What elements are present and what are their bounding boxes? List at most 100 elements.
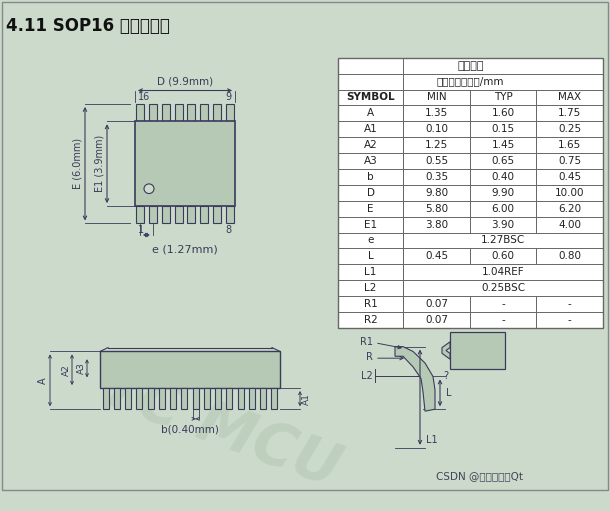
Bar [249,388,255,409]
Text: 6.00: 6.00 [492,204,514,214]
Text: A3: A3 [77,362,86,374]
Bar [200,104,208,121]
Text: 1.27BSC: 1.27BSC [481,236,525,245]
Text: b: b [367,172,374,182]
Text: E1: E1 [364,220,377,229]
Text: L: L [368,251,373,261]
Text: 1.45: 1.45 [492,140,515,150]
Bar [450,332,505,369]
Text: A2: A2 [364,140,378,150]
Bar [136,206,144,223]
Bar [135,121,235,206]
Bar [100,352,280,388]
Bar [149,206,157,223]
Text: 9.90: 9.90 [492,188,515,198]
Text: 4.11 SOP16 封装尺寸图: 4.11 SOP16 封装尺寸图 [6,17,170,35]
Bar [338,58,603,328]
Text: 9.80: 9.80 [425,188,448,198]
Text: 0.45: 0.45 [558,172,581,182]
Text: -: - [568,299,572,309]
Text: 0.75: 0.75 [558,156,581,166]
Text: A1: A1 [364,124,378,134]
Text: 0.25BSC: 0.25BSC [481,283,525,293]
Bar [114,388,120,409]
Text: 一般尺寸: 一般尺寸 [458,61,484,71]
Text: 1.75: 1.75 [558,108,581,119]
Bar [271,388,278,409]
Text: 6.20: 6.20 [558,204,581,214]
Bar [148,388,154,409]
Bar [174,206,182,223]
Text: 0.55: 0.55 [425,156,448,166]
Bar [238,388,243,409]
Text: D: D [367,188,375,198]
Text: 1.35: 1.35 [425,108,448,119]
Bar [226,104,234,121]
Polygon shape [442,342,450,359]
Bar [213,206,221,223]
Text: E: E [367,204,374,214]
Text: TC MCU: TC MCU [92,359,348,498]
Text: CSDN @长沙红胖子Qt: CSDN @长沙红胖子Qt [437,472,523,481]
Text: 0.45: 0.45 [425,251,448,261]
Text: R2: R2 [364,315,378,325]
Text: 1.65: 1.65 [558,140,581,150]
Bar [215,388,221,409]
Text: -: - [501,299,505,309]
Text: L1: L1 [426,435,437,445]
Text: L: L [446,388,451,398]
Bar [200,206,208,223]
Text: 5.80: 5.80 [425,204,448,214]
Bar [204,388,210,409]
Bar [181,388,187,409]
Text: 0.35: 0.35 [425,172,448,182]
Text: 4.00: 4.00 [558,220,581,229]
Text: A1: A1 [302,392,311,405]
Bar [136,104,144,121]
Text: 8: 8 [226,225,232,235]
Text: b(0.40mm): b(0.40mm) [161,425,219,435]
Text: 0.10: 0.10 [425,124,448,134]
Text: L2: L2 [361,371,373,382]
Text: 10.00: 10.00 [554,188,584,198]
Text: 测量单位：毫米/mm: 测量单位：毫米/mm [437,77,504,86]
Text: 1.60: 1.60 [492,108,515,119]
Text: 0.15: 0.15 [492,124,515,134]
Text: e (1.27mm): e (1.27mm) [152,245,218,254]
Bar [162,104,170,121]
Bar [137,388,142,409]
Text: 0.60: 0.60 [492,251,514,261]
Bar [102,388,109,409]
Bar [260,388,266,409]
Text: 1.25: 1.25 [425,140,448,150]
Text: 0.25: 0.25 [558,124,581,134]
Text: 0.80: 0.80 [558,251,581,261]
Text: 1.04REF: 1.04REF [482,267,525,277]
Bar [226,206,234,223]
Text: E (6.0mm): E (6.0mm) [72,138,82,189]
Text: R1: R1 [364,299,378,309]
Text: E1 (3.9mm): E1 (3.9mm) [94,135,104,192]
Text: L1: L1 [364,267,377,277]
Text: 0.07: 0.07 [425,299,448,309]
Bar [149,104,157,121]
Polygon shape [395,346,435,411]
Bar [162,206,170,223]
Bar [174,104,182,121]
Text: L2: L2 [364,283,377,293]
Text: ?: ? [443,371,448,382]
Text: R: R [366,352,373,362]
Text: A2: A2 [62,364,71,376]
Text: 0.07: 0.07 [425,315,448,325]
Text: TYP: TYP [493,92,512,103]
Text: -: - [501,315,505,325]
Bar [193,388,199,409]
Text: D (9.9mm): D (9.9mm) [157,77,213,87]
Text: SYMBOL: SYMBOL [346,92,395,103]
Text: MAX: MAX [558,92,581,103]
Text: 3.80: 3.80 [425,220,448,229]
Bar [125,388,131,409]
Text: MIN: MIN [426,92,447,103]
Text: 9: 9 [226,92,232,102]
Text: 1: 1 [138,225,144,235]
